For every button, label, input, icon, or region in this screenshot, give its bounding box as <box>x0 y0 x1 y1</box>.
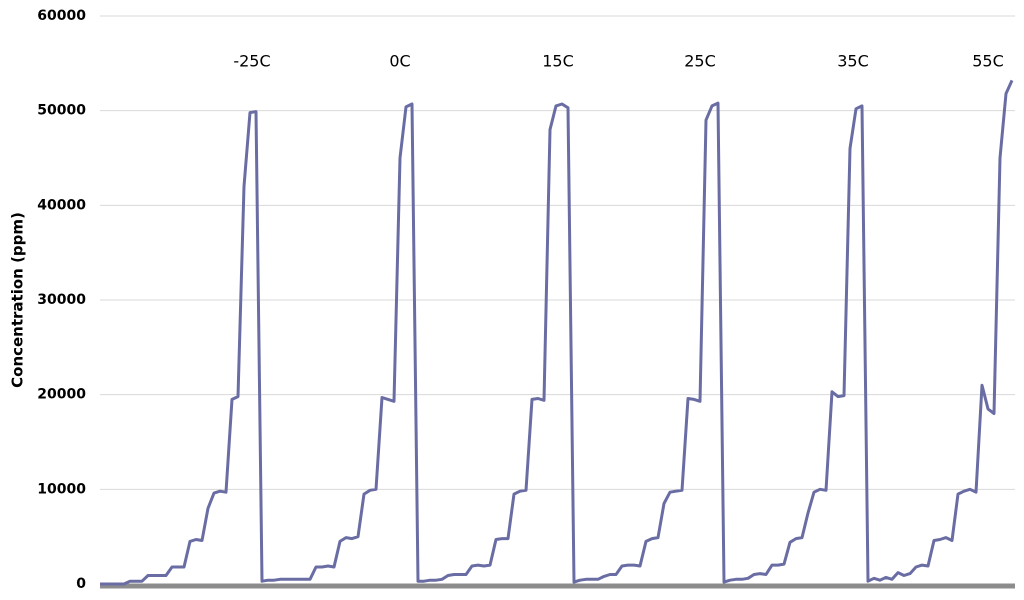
annotation: 55C <box>972 52 1004 71</box>
y-tick-label: 0 <box>76 576 86 592</box>
annotation: 35C <box>837 52 869 71</box>
y-tick-label: 40000 <box>37 197 86 213</box>
y-tick-label: 10000 <box>37 481 86 497</box>
annotation: -25C <box>233 52 270 71</box>
annotation: 0C <box>389 52 410 71</box>
y-tick-label: 20000 <box>37 387 86 403</box>
y-tick-label: 50000 <box>37 103 86 119</box>
y-axis-title: Concentration (ppm) <box>9 212 27 388</box>
annotation: 15C <box>542 52 574 71</box>
data-line <box>100 79 1014 586</box>
y-tick-label: 60000 <box>37 8 86 24</box>
y-tick-label: 30000 <box>37 292 86 308</box>
annotation: 25C <box>684 52 716 71</box>
